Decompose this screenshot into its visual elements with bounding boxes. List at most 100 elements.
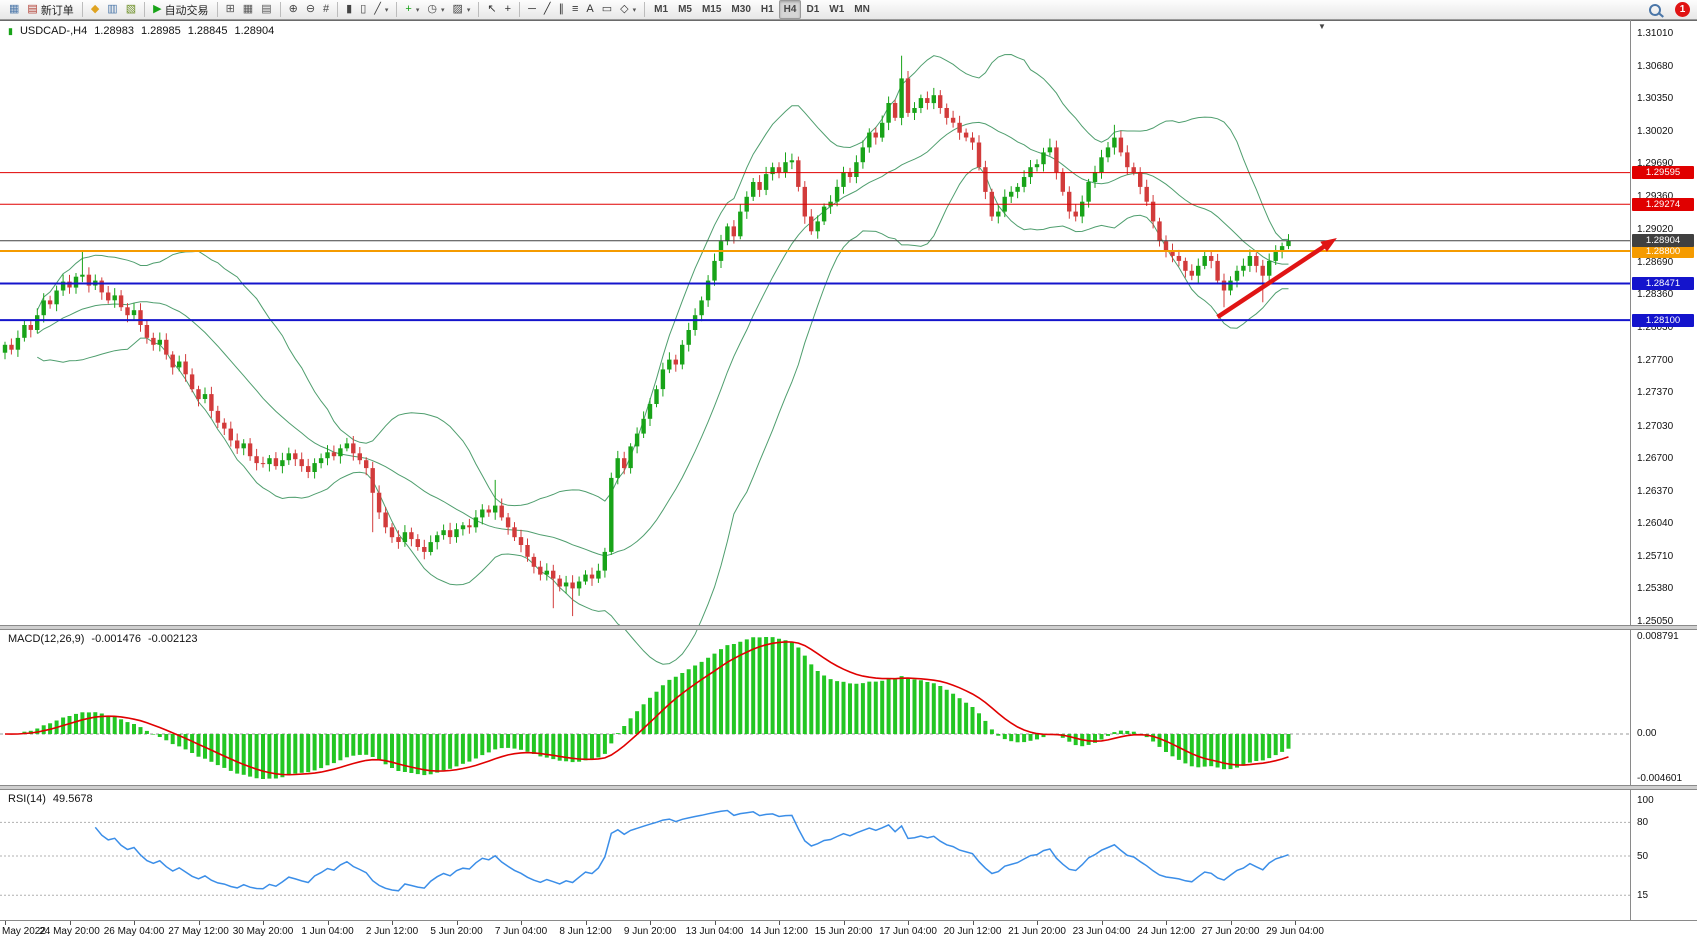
- time-tick: [1230, 921, 1232, 925]
- candle: [641, 411, 646, 438]
- timeframe-w1-button[interactable]: W1: [824, 0, 849, 19]
- timeframe-m5-button[interactable]: M5: [673, 0, 697, 19]
- shapes-icon[interactable]: ◇ ▾: [616, 0, 640, 19]
- candle: [1183, 257, 1188, 278]
- channel-icon-glyph: ∥: [558, 3, 565, 15]
- candle: [705, 275, 711, 307]
- price-tag-resistance-lower[interactable]: 1.29274: [1632, 197, 1694, 211]
- candle: [41, 293, 46, 323]
- notification-badge[interactable]: 1: [1675, 2, 1690, 17]
- candle: [189, 368, 195, 393]
- price-tag-support-upper[interactable]: 1.28471: [1632, 276, 1694, 290]
- market-watch-icon[interactable]: ▥: [103, 0, 121, 19]
- metaeditor-icon[interactable]: ◆: [87, 0, 103, 19]
- rsi-scale-label: 50: [1637, 851, 1649, 862]
- time-label: 9 Jun 20:00: [623, 926, 677, 937]
- time-tick: [908, 921, 909, 925]
- zoom-in-icon-glyph: ⊕: [288, 3, 298, 15]
- candle: [789, 153, 795, 170]
- timeframe-m15-button[interactable]: M15: [697, 0, 726, 19]
- fibonacci-icon-glyph: ≡: [572, 3, 579, 15]
- crosshair-icon[interactable]: +: [501, 0, 515, 19]
- fibonacci-icon[interactable]: ≡: [568, 0, 582, 19]
- price-tag-current-price[interactable]: 1.28904: [1632, 234, 1694, 248]
- candle: [609, 472, 614, 555]
- strategy-navigator-icon[interactable]: ▧: [122, 0, 140, 19]
- new-chart-icon[interactable]: ⊞: [222, 0, 239, 19]
- text-icon[interactable]: A: [582, 0, 597, 19]
- candle: [260, 456, 266, 468]
- auto-trading-button-label: 自动交易: [164, 4, 209, 17]
- new-order-button[interactable]: ▤ 新订单: [23, 0, 77, 19]
- time-tick: [521, 921, 522, 925]
- candle: [783, 152, 788, 178]
- candle: [686, 322, 691, 352]
- panel-separator-rsi[interactable]: [0, 785, 1697, 790]
- timeframe-m30-button[interactable]: M30: [726, 0, 755, 19]
- candle: [15, 330, 21, 357]
- periods-icon[interactable]: ◷ ▾: [423, 0, 448, 19]
- bar-chart-icon[interactable]: ▮: [342, 0, 356, 19]
- candle: [318, 453, 324, 469]
- candlestick-chart-icon[interactable]: ▯: [356, 0, 370, 19]
- chart-window-icon[interactable]: ▦: [5, 0, 23, 19]
- candle: [950, 110, 956, 128]
- price-tick-label: 1.29690: [1637, 158, 1674, 170]
- candle: [1260, 259, 1265, 303]
- candle: [1054, 140, 1059, 180]
- candle: [235, 433, 240, 454]
- candle: [1267, 253, 1272, 283]
- auto-trading-button[interactable]: ▶ 自动交易: [149, 0, 212, 19]
- timeframe-mn-button[interactable]: MN: [849, 0, 875, 19]
- cursor-icon[interactable]: ↖: [483, 0, 500, 19]
- candle: [854, 155, 859, 184]
- chart-tile-icon-glyph: ▦: [242, 3, 254, 15]
- indicators-icon[interactable]: + ▾: [401, 0, 423, 19]
- candle: [1099, 149, 1104, 179]
- grid-icon-glyph: #: [323, 3, 330, 15]
- time-tick: [456, 921, 458, 925]
- candle: [970, 132, 975, 150]
- line-chart-icon[interactable]: ╱ ▾: [370, 0, 392, 19]
- zoom-out-icon[interactable]: ⊖: [302, 0, 319, 19]
- candle: [918, 94, 924, 114]
- time-label: 21 Jun 20:00: [1008, 926, 1066, 937]
- chart-tile-icon[interactable]: ▦: [239, 0, 257, 19]
- panel-separator-macd[interactable]: [0, 625, 1697, 630]
- candle: [357, 447, 362, 465]
- timeframe-h4-button[interactable]: H4: [778, 0, 802, 19]
- price-tag-pivot-line[interactable]: 1.28800: [1632, 244, 1694, 258]
- timeframe-h1-button[interactable]: H1: [756, 0, 779, 19]
- crosshair-icon-glyph: +: [504, 3, 512, 15]
- templates-icon[interactable]: ▨ ▾: [449, 0, 475, 19]
- candle: [1215, 253, 1220, 285]
- candle: [473, 510, 479, 533]
- trend-arrow-annotation[interactable]: [1216, 238, 1337, 319]
- timeframe-d1-button[interactable]: D1: [801, 0, 824, 19]
- candle: [331, 445, 337, 461]
- symbol-period-label: USDCAD-,H4: [19, 25, 88, 37]
- candle: [106, 286, 111, 304]
- chart-shift-marker[interactable]: ▼: [1318, 22, 1326, 31]
- zoom-in-icon[interactable]: ⊕: [285, 0, 302, 19]
- candle: [1228, 276, 1233, 296]
- candle: [667, 352, 672, 374]
- time-label: May 2022: [2, 926, 46, 937]
- price-tag-support-lower[interactable]: 1.28100: [1632, 313, 1694, 327]
- grid-icon[interactable]: #: [319, 0, 333, 19]
- channel-icon[interactable]: ∥: [555, 0, 569, 19]
- time-axis[interactable]: May 2022 24 May 20:00 26 May 04:00 27 May 1…: [0, 920, 1697, 940]
- timeframe-m1-button[interactable]: M1: [649, 0, 673, 19]
- candle: [989, 188, 994, 221]
- label-icon[interactable]: ▭: [598, 0, 616, 19]
- candle: [589, 567, 595, 586]
- trendline-icon[interactable]: ╱: [540, 0, 555, 19]
- price-tag-resistance-upper[interactable]: 1.29595: [1632, 166, 1694, 180]
- search-button[interactable]: [1645, 0, 1665, 19]
- candle: [415, 534, 420, 551]
- horizontal-line-icon[interactable]: ─: [524, 0, 540, 19]
- timeframe-m30-button-label: M30: [731, 4, 751, 15]
- macd-name: MACD(12,26,9): [8, 633, 85, 645]
- chart-cascade-icon[interactable]: ▤: [257, 0, 275, 19]
- timeframe-h1-button-label: H1: [760, 4, 774, 15]
